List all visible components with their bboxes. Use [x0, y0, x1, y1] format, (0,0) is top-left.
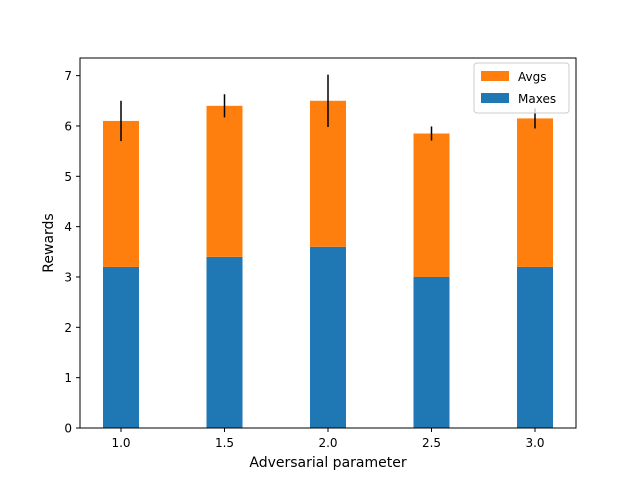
bar-avgs-2.5 [413, 133, 450, 277]
y-tick-label: 3 [64, 270, 72, 284]
x-axis-label: Adversarial parameter [249, 455, 406, 471]
legend-label-maxes: Maxes [518, 92, 556, 106]
bars-layer [103, 100, 553, 428]
legend: Avgs Maxes [473, 62, 570, 114]
bar-maxes-2.0 [310, 246, 346, 428]
x-tick-label: 1.5 [215, 436, 234, 450]
x-tick-label: 2.0 [318, 436, 337, 450]
x-axis: 1.0 1.5 2.0 2.5 3.0 [111, 428, 545, 450]
error-bars-layer [120, 74, 536, 142]
x-tick-label: 1.0 [111, 436, 130, 450]
bar-avgs-1.5 [206, 105, 243, 257]
bar-avgs-1.0 [103, 120, 139, 267]
legend-swatch-maxes [481, 93, 509, 103]
y-axis-label: Rewards [41, 213, 57, 272]
y-tick-label: 1 [64, 371, 72, 385]
y-tick-label: 0 [64, 422, 72, 436]
x-tick-label: 2.5 [422, 436, 441, 450]
y-tick-label: 4 [64, 220, 72, 234]
bar-maxes-3.0 [517, 266, 553, 428]
y-tick-label: 5 [64, 170, 72, 184]
y-tick-label: 6 [64, 119, 72, 133]
y-tick-label: 2 [64, 321, 72, 335]
bar-maxes-1.5 [206, 256, 243, 428]
y-tick-label: 7 [64, 69, 72, 83]
y-axis: 0 1 2 3 4 5 6 7 [64, 69, 80, 436]
bar-avgs-3.0 [517, 118, 553, 267]
legend-swatch-avgs [481, 71, 509, 81]
x-tick-label: 3.0 [525, 436, 544, 450]
legend-label-avgs: Avgs [518, 70, 546, 84]
bar-maxes-2.5 [413, 276, 450, 428]
bar-maxes-1.0 [103, 266, 139, 428]
